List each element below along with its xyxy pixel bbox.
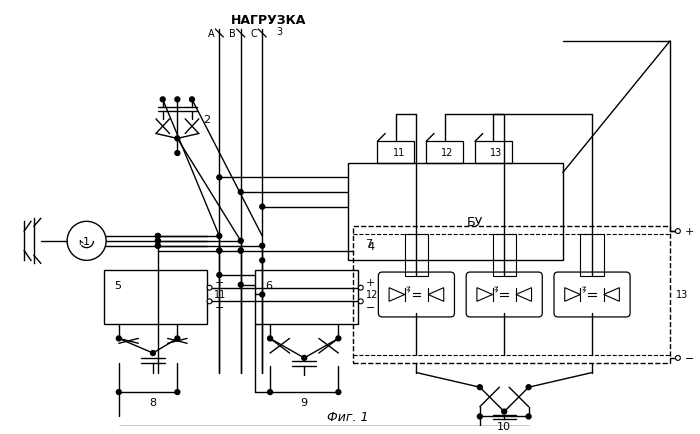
Text: −: − (214, 302, 224, 312)
Text: B: B (229, 29, 236, 39)
Text: 2: 2 (203, 115, 210, 125)
Text: 3: 3 (276, 27, 283, 37)
Circle shape (155, 239, 160, 244)
Circle shape (676, 355, 680, 361)
Bar (580, 234, 604, 276)
Circle shape (155, 244, 160, 249)
Text: 6: 6 (265, 280, 272, 290)
Circle shape (190, 98, 195, 102)
Text: 7: 7 (365, 238, 372, 248)
Text: Фиг. 1: Фиг. 1 (328, 410, 369, 423)
Text: A: A (208, 29, 214, 39)
Circle shape (175, 98, 180, 102)
Circle shape (160, 98, 165, 102)
Text: 13: 13 (490, 148, 503, 158)
Circle shape (217, 176, 222, 181)
Text: 4: 4 (368, 241, 374, 251)
Text: +: + (214, 277, 224, 287)
Circle shape (260, 293, 265, 297)
Text: 12: 12 (442, 148, 454, 158)
Bar (353, 227, 670, 363)
Circle shape (207, 286, 212, 290)
Text: +: + (365, 277, 375, 287)
Circle shape (175, 151, 180, 156)
Circle shape (155, 234, 160, 239)
Circle shape (676, 229, 680, 234)
Circle shape (217, 273, 222, 278)
Circle shape (477, 385, 482, 390)
Circle shape (175, 390, 180, 395)
Bar (377, 142, 414, 163)
Text: 5: 5 (114, 280, 121, 290)
Circle shape (217, 249, 222, 253)
Bar (348, 163, 563, 261)
Circle shape (302, 355, 307, 361)
Bar (426, 142, 463, 163)
Circle shape (526, 414, 531, 419)
Circle shape (238, 249, 243, 253)
Circle shape (217, 249, 222, 253)
Circle shape (217, 234, 222, 239)
Bar (256, 270, 358, 324)
Text: 11: 11 (393, 148, 405, 158)
Text: −: − (685, 353, 694, 363)
Circle shape (116, 336, 121, 341)
Circle shape (155, 244, 160, 249)
Circle shape (526, 385, 531, 390)
Bar (104, 270, 206, 324)
Circle shape (238, 190, 243, 195)
Circle shape (238, 249, 243, 253)
Circle shape (175, 137, 180, 141)
Circle shape (116, 390, 121, 395)
Circle shape (358, 299, 363, 304)
Circle shape (358, 286, 363, 290)
Text: 12: 12 (365, 290, 378, 300)
Bar (405, 234, 428, 276)
Bar (493, 234, 516, 276)
Circle shape (260, 258, 265, 263)
Circle shape (502, 409, 507, 414)
Circle shape (238, 239, 243, 244)
Circle shape (336, 390, 341, 395)
Circle shape (260, 244, 265, 249)
Text: C: C (251, 29, 258, 39)
Text: −: − (365, 302, 375, 312)
Text: 8: 8 (149, 397, 157, 407)
Text: 1: 1 (83, 236, 90, 246)
Text: +: + (685, 227, 694, 237)
Text: БУ: БУ (467, 215, 483, 228)
Circle shape (207, 299, 212, 304)
Circle shape (238, 283, 243, 287)
Circle shape (336, 336, 341, 341)
Text: НАГРУЗКА: НАГРУЗКА (230, 14, 306, 27)
Circle shape (150, 351, 155, 355)
Bar (475, 142, 512, 163)
Text: 13: 13 (676, 290, 688, 300)
Circle shape (260, 205, 265, 210)
Text: 9: 9 (300, 397, 308, 407)
Circle shape (477, 414, 482, 419)
Circle shape (155, 234, 160, 239)
Text: 11: 11 (214, 290, 227, 300)
Circle shape (155, 239, 160, 244)
Circle shape (175, 336, 180, 341)
Circle shape (267, 390, 272, 395)
Circle shape (267, 336, 272, 341)
Text: 10: 10 (497, 421, 511, 431)
